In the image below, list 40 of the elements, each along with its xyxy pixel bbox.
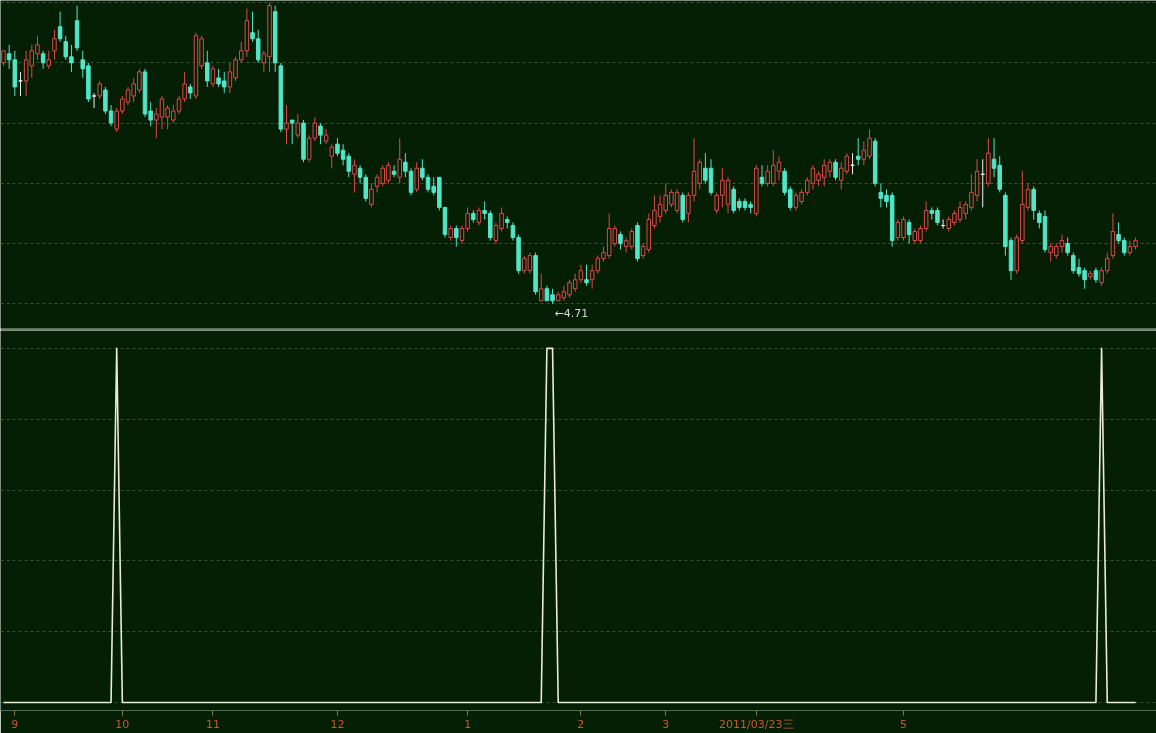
candlestick <box>323 128 329 145</box>
candlestick <box>318 122 323 145</box>
x-tick-label: 12 <box>330 717 345 731</box>
candlestick <box>52 29 57 61</box>
candlestick <box>295 113 301 139</box>
candlestick <box>289 119 295 145</box>
candlestick <box>210 65 216 88</box>
candlestick <box>352 158 357 193</box>
x-tick-label: 5 <box>899 717 907 731</box>
candlestick <box>46 50 52 70</box>
candlestick <box>833 158 838 181</box>
candlestick <box>855 137 861 166</box>
candlestick <box>369 182 374 208</box>
candlestick <box>759 164 765 187</box>
candlestick <box>391 164 397 178</box>
candlestick <box>454 224 459 248</box>
x-tick-label: 2 <box>577 717 585 731</box>
candlestick <box>476 206 482 226</box>
candlestick <box>91 92 97 109</box>
x-tick-label: 11 <box>205 717 220 731</box>
candlestick <box>97 80 102 100</box>
candlestick <box>1065 237 1070 257</box>
candlestick <box>584 264 589 287</box>
candlestick <box>1031 185 1036 220</box>
x-tick-label: 9 <box>11 717 19 731</box>
x-tick-label: 10 <box>115 717 130 731</box>
candlestick <box>40 50 46 70</box>
candlestick <box>329 143 335 169</box>
candlestick <box>284 104 289 145</box>
text: ←4.71 <box>554 306 589 320</box>
candlestick <box>397 137 402 184</box>
candlestick <box>906 218 912 245</box>
x-tick-label: 1 <box>464 717 472 731</box>
x-tick-label: 2011/03/23三 <box>719 717 794 731</box>
candlestick <box>538 273 544 302</box>
candlestick <box>414 161 419 193</box>
candlestick <box>618 231 623 251</box>
candlestick <box>57 11 63 43</box>
x-tick-label: 3 <box>662 717 670 731</box>
candlestick <box>205 50 210 88</box>
